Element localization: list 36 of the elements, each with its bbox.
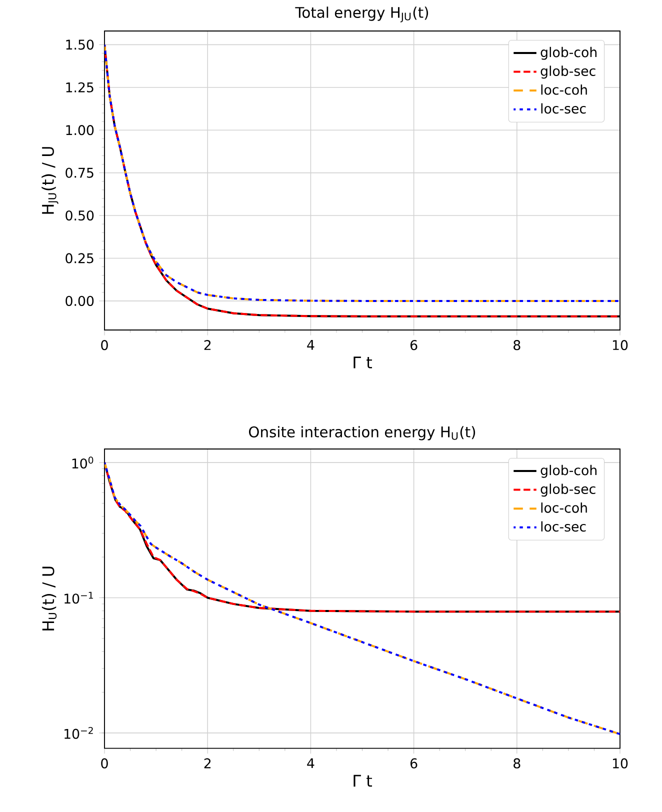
y-tick-label: 10$^{−1}$	[64, 592, 93, 604]
x-axis-title: Γ t	[354, 774, 372, 787]
x-tick-label: 2	[204, 758, 211, 768]
y-tick-label: 10$^{0}$	[72, 456, 94, 469]
x-tick-label: 8	[514, 758, 520, 768]
x-tick-label: 8	[514, 340, 520, 350]
x-tick-label: 6	[410, 340, 418, 350]
legend-label: glob-sec	[540, 66, 596, 79]
x-tick-label: 0	[101, 340, 108, 350]
legend-label: loc-coh	[541, 84, 587, 95]
y-axis-title: H$_{U}$(t) / U	[42, 566, 57, 630]
y-tick-label: 1.50	[66, 40, 94, 50]
y-axis-title: H$_{JU}$(t) / U	[42, 147, 58, 214]
legend-label: glob-coh	[540, 46, 596, 60]
y-tick-label: 10$^{−2}$	[64, 726, 93, 739]
x-tick-label: 10	[612, 340, 628, 350]
chart-title: Onsite interaction energy H$_{U}$(t)	[248, 426, 476, 440]
x-tick-label: 4	[307, 340, 314, 350]
y-tick-label: 1.00	[66, 125, 94, 136]
chart-title: Total energy H$_{JU}$(t)	[295, 6, 428, 22]
legend-label: loc-sec	[541, 103, 586, 114]
x-axis-title: Γ t	[354, 356, 372, 368]
y-tick-label: 0.00	[66, 296, 94, 306]
legend-label: loc-coh	[541, 502, 587, 513]
x-tick-label: 4	[307, 758, 314, 768]
y-tick-label: 1.25	[66, 82, 94, 92]
x-tick-label: 6	[410, 758, 418, 768]
x-tick-label: 2	[204, 340, 211, 350]
x-tick-label: 0	[101, 758, 108, 768]
x-tick-label: 10	[612, 758, 628, 768]
legend-label: loc-sec	[541, 521, 586, 532]
y-tick-label: 0.75	[66, 168, 94, 178]
y-tick-label: 0.50	[66, 210, 94, 221]
y-tick-label: 0.25	[66, 253, 94, 264]
legend-label: glob-sec	[540, 484, 596, 497]
legend-label: glob-coh	[540, 464, 596, 478]
